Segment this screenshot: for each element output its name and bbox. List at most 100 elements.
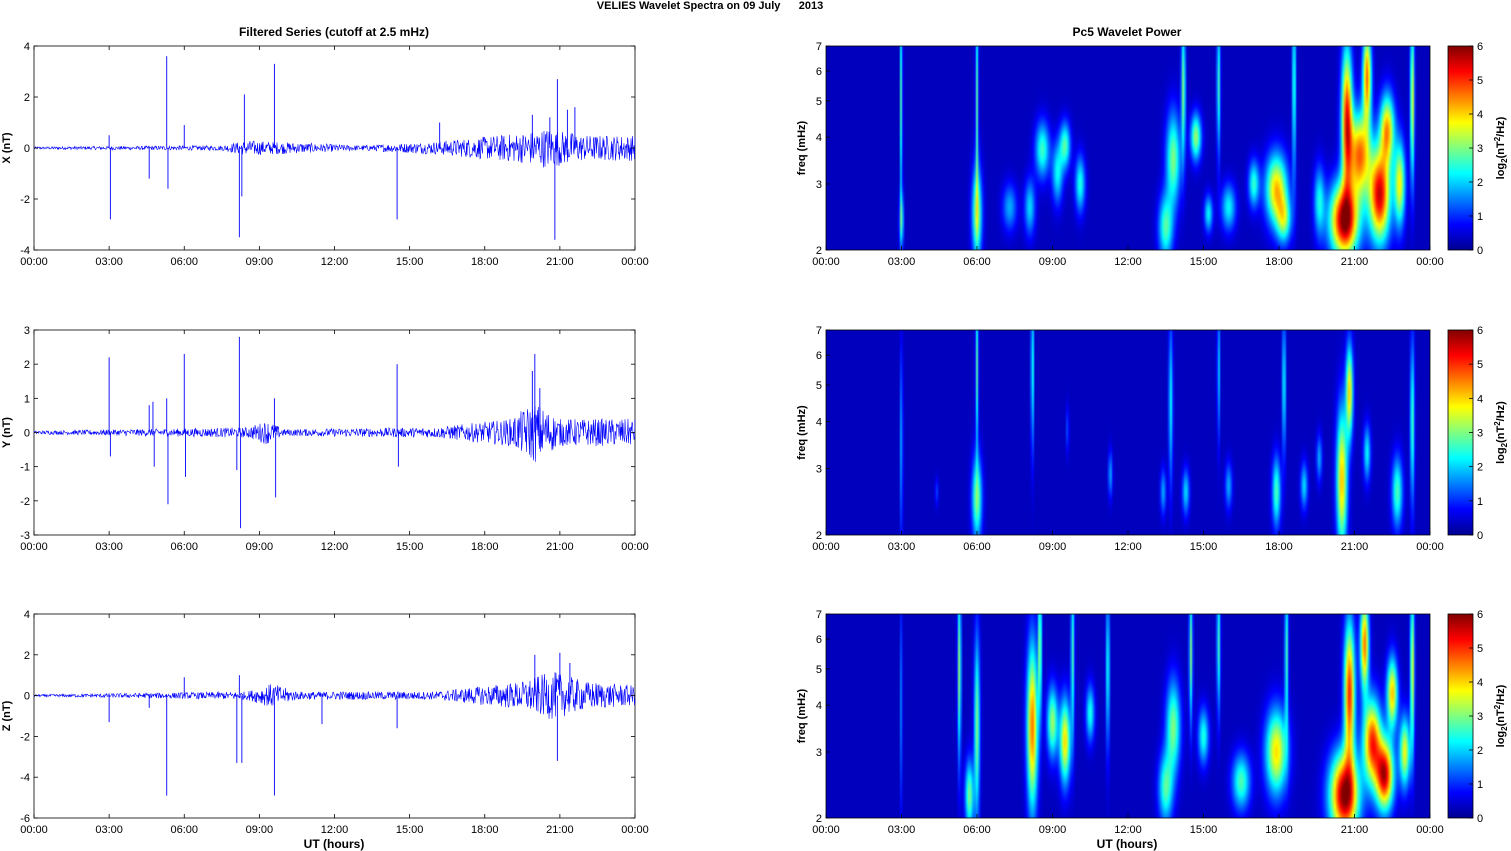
x-tick-label: 12:00 (1114, 824, 1142, 836)
colorbar-gradient (1447, 45, 1474, 251)
x-tick-label: 21:00 (1341, 824, 1369, 836)
colorbar-tick-label: 1 (1477, 779, 1483, 791)
x-tick-label: 09:00 (1039, 541, 1067, 553)
y-tick-label: -6 (20, 813, 30, 825)
x-tick-label: 06:00 (170, 824, 198, 836)
x-tick-label: 03:00 (95, 824, 123, 836)
y-tick-label: 5 (816, 664, 822, 676)
x-tick-label: 18:00 (471, 541, 499, 553)
x-axis-label-left: UT (hours) (304, 837, 365, 851)
x-tick-label: 09:00 (246, 824, 274, 836)
x-tick-label: 15:00 (396, 824, 424, 836)
colorbar-tick-label: 4 (1477, 393, 1483, 405)
colorbar-label: log2(nT2/Hz) (1493, 684, 1509, 747)
y-axis-label: freq (mHz) (796, 688, 808, 743)
colorbar-tick-label: 0 (1477, 813, 1483, 825)
figure-title: VELIES Wavelet Spectra on 09 July 2013 (597, 0, 823, 12)
colorbar-tick-label: 0 (1477, 530, 1483, 542)
y-tick-label: 4 (24, 609, 30, 621)
x-tick-label: 00:00 (20, 541, 48, 553)
x-tick-label: 09:00 (246, 541, 274, 553)
y-tick-label: 6 (816, 350, 822, 362)
series-panel-x: 420-2-400:00 03:00 06:00 09:00 12:00 15:00 18:… (1, 41, 649, 268)
colorbar-tick-label: 0 (1477, 245, 1483, 257)
x-tick-label: 03:00 (888, 541, 916, 553)
colorbar-tick-label: 4 (1477, 677, 1483, 689)
x-tick-label: 00:00 (812, 541, 840, 553)
y-tick-label: 6 (816, 634, 822, 646)
x-tick-label: 12:00 (1114, 541, 1142, 553)
y-tick-label: 6 (816, 66, 822, 78)
x-tick-label: 18:00 (471, 256, 499, 268)
y-tick-label: 4 (816, 700, 822, 712)
x-tick-label: 15:00 (1190, 824, 1218, 836)
colorbar-tick-label: 5 (1477, 359, 1483, 371)
x-tick-label: 21:00 (1341, 541, 1369, 553)
colorbar-tick-label: 3 (1477, 711, 1483, 723)
colorbar-tick-label: 3 (1477, 428, 1483, 440)
y-tick-label: 2 (24, 92, 30, 104)
x-tick-label: 03:00 (888, 824, 916, 836)
x-tick-label: 12:00 (321, 256, 349, 268)
colorbar-tick-label: 6 (1477, 325, 1483, 337)
x-tick-label: 09:00 (1039, 824, 1067, 836)
x-tick-label: 06:00 (170, 541, 198, 553)
x-tick-label: 00:00 (812, 256, 840, 268)
x-tick-label: 00:00 (1416, 824, 1444, 836)
y-tick-label: 0 (24, 691, 30, 703)
colorbar: 0 1 2 3 4 5 6 log2(nT2/Hz) (1447, 325, 1509, 542)
y-tick-label: 2 (24, 650, 30, 662)
x-tick-label: 00:00 (20, 256, 48, 268)
y-tick-label: 4 (816, 132, 822, 144)
x-tick-label: 06:00 (963, 824, 991, 836)
x-tick-label: 03:00 (95, 541, 123, 553)
wavelet-power-image (826, 46, 1430, 250)
colorbar: 0 1 2 3 4 5 6 log2(nT2/Hz) (1447, 41, 1509, 257)
x-tick-label: 21:00 (1341, 256, 1369, 268)
x-tick-label: 09:00 (1039, 256, 1067, 268)
colorbar: 0 1 2 3 4 5 6 log2(nT2/Hz) (1447, 609, 1509, 825)
left-column-title: Filtered Series (cutoff at 2.5 mHz) (239, 25, 429, 39)
colorbar-tick-label: 1 (1477, 496, 1483, 508)
wavelet-power-image (826, 614, 1430, 818)
y-tick-label: 2 (24, 359, 30, 371)
y-tick-label: 3 (816, 747, 822, 759)
y-tick-label: -2 (20, 194, 30, 206)
colorbar-tick-label: 1 (1477, 211, 1483, 223)
series-panel-z: 420-2-4-600:00 03:00 06:00 09:00 12:00 15:00 1… (1, 609, 649, 836)
y-tick-label: 3 (24, 325, 30, 337)
y-tick-label: 3 (816, 464, 822, 476)
x-tick-label: 03:00 (888, 256, 916, 268)
y-axis-label: freq (mHz) (796, 405, 808, 460)
y-axis-label: freq (mHz) (796, 120, 808, 175)
signal-trace (33, 130, 636, 168)
x-tick-label: 06:00 (170, 256, 198, 268)
y-tick-label: -2 (20, 731, 30, 743)
y-axis-label: X (nT) (1, 132, 13, 163)
x-tick-label: 00:00 (621, 824, 649, 836)
colorbar-tick-label: 5 (1477, 75, 1483, 87)
x-tick-label: 18:00 (1265, 256, 1293, 268)
colorbar-tick-label: 6 (1477, 41, 1483, 53)
y-tick-label: 5 (816, 380, 822, 392)
x-tick-label: 00:00 (812, 824, 840, 836)
x-tick-label: 21:00 (546, 541, 574, 553)
y-tick-label: 5 (816, 96, 822, 108)
plot-frame (33, 613, 636, 819)
x-tick-label: 15:00 (396, 256, 424, 268)
y-tick-label: 1 (24, 393, 30, 405)
x-tick-label: 06:00 (963, 541, 991, 553)
y-axis-label: Y (nT) (1, 417, 13, 448)
colorbar-tick-label: 2 (1477, 177, 1483, 189)
x-tick-label: 00:00 (621, 541, 649, 553)
x-tick-label: 00:00 (20, 824, 48, 836)
y-tick-label: 7 (816, 325, 822, 337)
x-tick-label: 15:00 (1190, 541, 1218, 553)
x-tick-label: 18:00 (471, 824, 499, 836)
x-tick-label: 12:00 (321, 541, 349, 553)
colorbar-tick-label: 4 (1477, 109, 1483, 121)
colorbar-label: log2(nT2/Hz) (1493, 116, 1509, 179)
x-tick-label: 03:00 (95, 256, 123, 268)
